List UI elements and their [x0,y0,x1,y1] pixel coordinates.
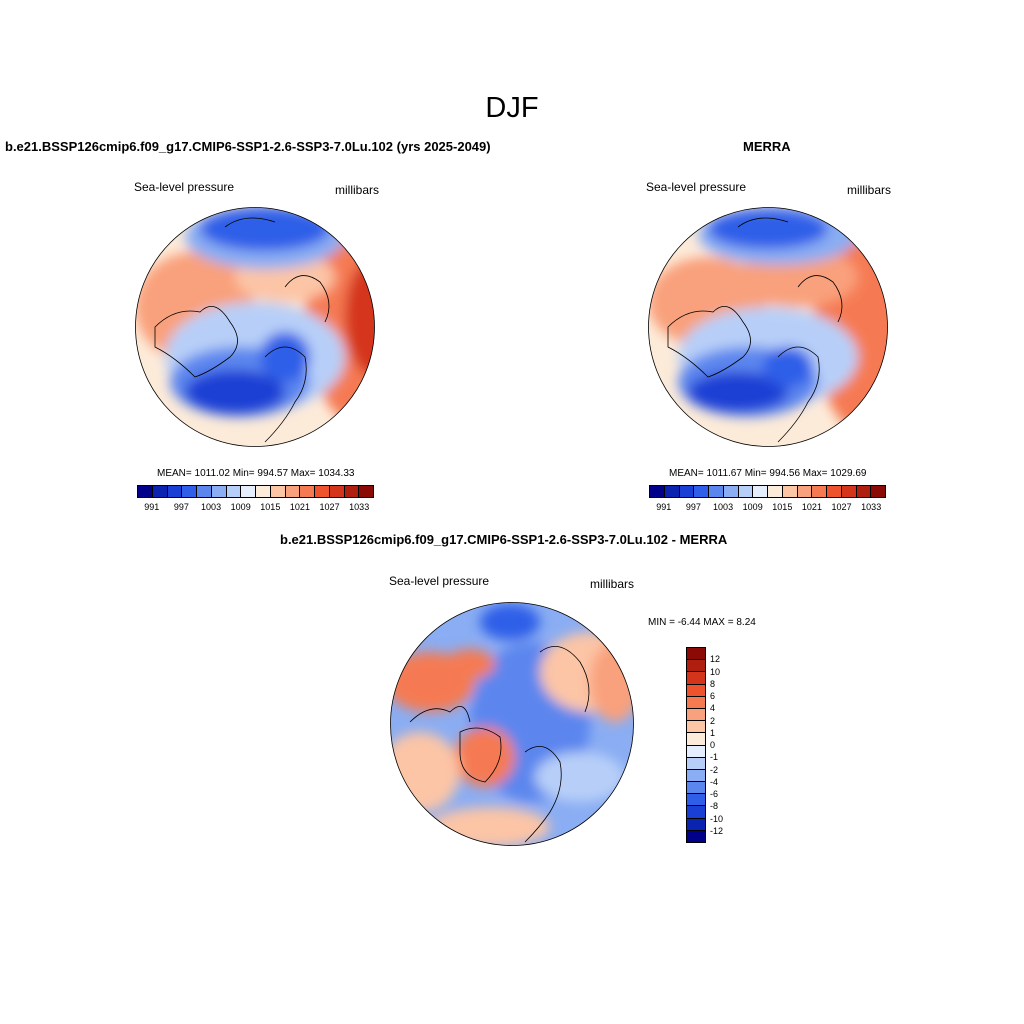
colorbar-swatch [709,486,724,497]
colorbar-swatch [687,684,705,697]
obs-colorbar [649,485,886,498]
colorbar-tick-label: 1021 [801,502,822,512]
obs-polar-map [648,207,888,447]
model-units-label: millibars [335,183,380,197]
colorbar-swatch [723,486,739,497]
colorbar-swatch [827,486,842,497]
colorbar-swatch [687,818,705,831]
colorbar-swatch [687,757,705,770]
colorbar-swatch [687,733,705,746]
colorbar-swatch [871,486,885,497]
colorbar-swatch [694,486,709,497]
colorbar-swatch [344,486,360,497]
page-title: DJF [485,92,539,124]
colorbar-swatch [359,486,373,497]
colorbar-tick-label: -6 [710,789,719,799]
diff-stats: MIN = -6.44 MAX = 8.24 [648,617,756,628]
colorbar-tick-label: 1003 [201,502,222,512]
diff-variable-label: Sea-level pressure [389,574,490,588]
colorbar-swatch [738,486,754,497]
colorbar-swatch [285,486,301,497]
colorbar-swatch [152,486,168,497]
colorbar-tick-label: 1033 [349,502,370,512]
colorbar-swatch [329,486,345,497]
colorbar-tick-label: 991 [656,502,672,512]
colorbar-tick-label: 1003 [713,502,734,512]
colorbar-tick-label: -2 [710,764,719,775]
colorbar-tick-label: 1027 [831,502,852,512]
colorbar-tick-label: 1 [710,727,716,738]
colorbar-tick-label: -8 [710,801,719,812]
colorbar-swatch [687,672,705,685]
colorbar-tick-label: 0 [710,740,716,750]
colorbar-swatch [664,486,680,497]
colorbar-tick-label: 997 [173,502,189,512]
colorbar-swatch [687,830,705,842]
colorbar-swatch [687,745,705,758]
colorbar-tick-label: 1009 [742,502,763,512]
colorbar-swatch [768,486,783,497]
colorbar-tick-label: 10 [710,666,721,677]
colorbar-swatch [197,486,212,497]
obs-panel-title: MERRA [743,139,791,154]
colorbar-swatch [687,660,705,673]
colorbar-tick-label: -12 [710,825,724,836]
colorbar-tick-label: -1 [710,752,719,763]
colorbar-swatch [812,486,827,497]
model-stats: MEAN= 1011.02 Min= 994.57 Max= 1034.33 [157,468,355,479]
colorbar-swatch [687,721,705,734]
colorbar-swatch [687,782,705,795]
colorbar-swatch [753,486,768,497]
colorbar-swatch [687,696,705,709]
colorbar-swatch [211,486,227,497]
colorbar-swatch [687,806,705,819]
colorbar-swatch [256,486,271,497]
colorbar-tick-label: 6 [710,691,716,701]
colorbar-swatch [300,486,315,497]
colorbar-swatch [782,486,798,497]
colorbar-tick-label: 1015 [260,502,281,512]
obs-stats: MEAN= 1011.67 Min= 994.56 Max= 1029.69 [669,468,867,479]
colorbar-tick-label: 1027 [319,502,340,512]
colorbar-tick-label: 8 [710,678,716,689]
obs-variable-label: Sea-level pressure [646,180,747,194]
colorbar-swatch [679,486,695,497]
colorbar-swatch [270,486,286,497]
colorbar-swatch [241,486,256,497]
diff-units-label: millibars [590,577,635,591]
colorbar-tick-label: 991 [144,502,160,512]
colorbar-swatch [167,486,183,497]
diff-polar-map [390,602,634,846]
model-variable-label: Sea-level pressure [134,180,235,194]
colorbar-swatch [687,794,705,807]
obs-units-label: millibars [847,183,892,197]
colorbar-tick-label: 4 [710,703,716,714]
colorbar-swatch [687,648,705,661]
colorbar-swatch [687,769,705,783]
diff-panel-title: b.e21.BSSP126cmip6.f09_g17.CMIP6-SSP1-2.… [280,532,728,547]
colorbar-tick-label: 1033 [861,502,882,512]
colorbar-tick-label: 12 [710,654,721,665]
colorbar-swatch [797,486,813,497]
colorbar-tick-label: -10 [710,813,724,824]
model-polar-map [135,207,375,447]
colorbar-tick-label: 1021 [289,502,310,512]
colorbar-tick-label: -4 [710,776,719,787]
colorbar-swatch [138,486,153,497]
colorbar-swatch [182,486,197,497]
diff-colorbar [686,647,706,843]
colorbar-swatch [315,486,330,497]
colorbar-tick-label: 1009 [230,502,251,512]
model-panel-title: b.e21.BSSP126cmip6.f09_g17.CMIP6-SSP1-2.… [5,139,491,154]
colorbar-tick-label: 1015 [772,502,793,512]
colorbar-swatch [687,708,705,722]
colorbar-tick-label: 997 [685,502,701,512]
colorbar-swatch [841,486,857,497]
colorbar-swatch [226,486,242,497]
colorbar-swatch [650,486,665,497]
model-colorbar [137,485,374,498]
colorbar-swatch [856,486,872,497]
colorbar-tick-label: 2 [710,715,716,726]
